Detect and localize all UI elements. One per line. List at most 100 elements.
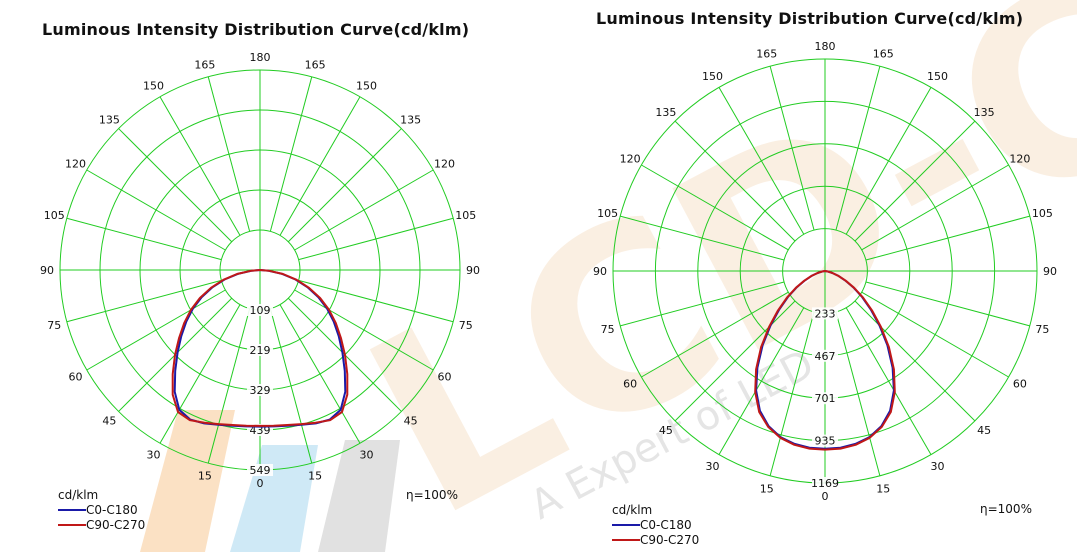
grid-spoke — [298, 217, 454, 261]
ring-label-bg — [247, 304, 273, 316]
angle-tick-label: 135 — [655, 106, 676, 119]
chart-title: Luminous Intensity Distribution Curve(cd… — [596, 9, 1024, 28]
angle-tick-label: 30 — [931, 460, 945, 473]
legend-swatch — [58, 523, 86, 526]
ring-value-label: 329 — [250, 384, 271, 397]
angle-tick-label: 45 — [977, 424, 991, 437]
ring-value-label: 549 — [250, 464, 271, 477]
ring-value-label: 467 — [815, 350, 836, 363]
chart-panel-left: Luminous Intensity Distribution Curve(cd… — [0, 0, 520, 552]
grid-spoke — [86, 169, 226, 251]
grid-spoke — [66, 217, 222, 261]
grid-spoke — [66, 279, 222, 323]
legend-item-c90-c270: C90-C270 — [58, 517, 145, 532]
angle-tick-label: 150 — [702, 70, 723, 83]
angle-tick-label: 75 — [47, 319, 61, 332]
chart-title: Luminous Intensity Distribution Curve(cd… — [42, 20, 470, 39]
series-curve-c90-c270 — [754, 270, 896, 451]
angle-tick-label: 0 — [257, 477, 264, 490]
angle-tick-label: 150 — [356, 80, 377, 93]
angle-tick-label: 180 — [250, 51, 271, 64]
angle-tick-label: 0 — [822, 490, 829, 503]
series-curve-c90-c270 — [171, 269, 349, 427]
ring-label-bg — [812, 434, 838, 447]
angle-tick-label: 90 — [466, 264, 480, 277]
angle-tick-label: 15 — [198, 470, 212, 483]
angle-tick-label: 105 — [455, 209, 476, 222]
angle-tick-label: 135 — [400, 113, 421, 126]
ring-label-bg — [812, 477, 838, 489]
angle-tick-label: 15 — [760, 482, 774, 495]
polar-chart-left: 1801651651501501351351201201051059090757… — [40, 51, 480, 490]
grid-spoke — [769, 66, 815, 231]
angle-tick-label: 45 — [659, 424, 673, 437]
grid-spoke — [674, 120, 796, 242]
ring-label-bg — [812, 392, 838, 405]
angle-tick-label: 75 — [1035, 323, 1049, 336]
grid-spoke — [207, 76, 251, 232]
efficiency-label: η=100% — [980, 502, 1032, 516]
legend-unit-label: cd/klm — [58, 487, 99, 502]
legend-label: C90-C270 — [86, 517, 146, 532]
legend-label: C0-C180 — [640, 517, 692, 532]
angle-tick-label: 30 — [147, 448, 161, 461]
grid-spoke — [718, 307, 805, 455]
grid-spoke — [294, 169, 434, 251]
grid-spoke — [845, 307, 932, 455]
angle-tick-label: 105 — [597, 207, 618, 220]
angle-tick-label: 75 — [601, 323, 615, 336]
grid-spoke — [854, 300, 976, 422]
angle-tick-label: 15 — [876, 482, 890, 495]
angle-tick-label: 165 — [305, 58, 326, 71]
angle-tick-label: 120 — [65, 158, 86, 171]
angle-tick-label: 180 — [815, 40, 836, 53]
grid-spoke — [269, 76, 313, 232]
watermark-stripe-blue — [230, 445, 318, 552]
grid-spoke — [861, 291, 1009, 378]
grid-spoke — [294, 289, 434, 371]
grid-spoke — [287, 128, 402, 243]
grid-spoke — [769, 311, 815, 476]
grid-spoke — [159, 96, 241, 236]
chart-panel-right: Luminous Intensity Distribution Curve(cd… — [540, 0, 1077, 552]
angle-tick-label: 60 — [69, 371, 83, 384]
grid-spoke — [854, 120, 976, 242]
angle-tick-label: 45 — [102, 415, 116, 428]
grid-spoke — [118, 128, 233, 243]
ring-label-bg — [247, 464, 273, 476]
legend-swatch — [612, 538, 640, 541]
legend-item-c90-c270: C90-C270 — [612, 532, 699, 547]
grid-spoke — [641, 164, 789, 251]
angle-tick-label: 150 — [927, 70, 948, 83]
legend-item-c0-c180: C0-C180 — [612, 517, 699, 532]
grid-spoke — [279, 304, 361, 444]
watermark-stripe-gray — [318, 440, 400, 552]
grid-spoke — [279, 96, 361, 236]
legend-swatch — [58, 508, 86, 511]
grid-spoke — [207, 308, 251, 464]
watermark-stripe-orange — [140, 410, 235, 552]
ring-value-label: 233 — [815, 307, 836, 320]
grid-spoke — [620, 215, 785, 261]
angle-tick-label: 45 — [404, 415, 418, 428]
ring-label-bg — [247, 344, 273, 356]
angle-tick-label: 60 — [437, 371, 451, 384]
grid-spoke — [865, 215, 1030, 261]
angle-tick-label: 135 — [974, 106, 995, 119]
legend-item-c0-c180: C0-C180 — [58, 502, 145, 517]
angle-tick-label: 120 — [620, 153, 641, 166]
angle-tick-label: 90 — [593, 265, 607, 278]
legend-right: cd/klm C0-C180 C90-C270 — [612, 502, 699, 547]
ring-label-bg — [812, 307, 838, 320]
legend-unit-label: cd/klm — [612, 502, 653, 517]
grid-spoke — [861, 164, 1009, 251]
legend-label: C0-C180 — [86, 502, 138, 517]
polar-chart-right: 1801651651501501351351201201051059090757… — [593, 40, 1057, 503]
grid-spoke — [641, 291, 789, 378]
angle-tick-label: 165 — [873, 48, 894, 61]
grid-spoke — [845, 87, 932, 235]
legend-left: cd/klm C0-C180 C90-C270 — [58, 487, 145, 532]
legend-swatch — [612, 523, 640, 526]
legend-label: C90-C270 — [640, 532, 700, 547]
angle-tick-label: 90 — [1043, 265, 1057, 278]
